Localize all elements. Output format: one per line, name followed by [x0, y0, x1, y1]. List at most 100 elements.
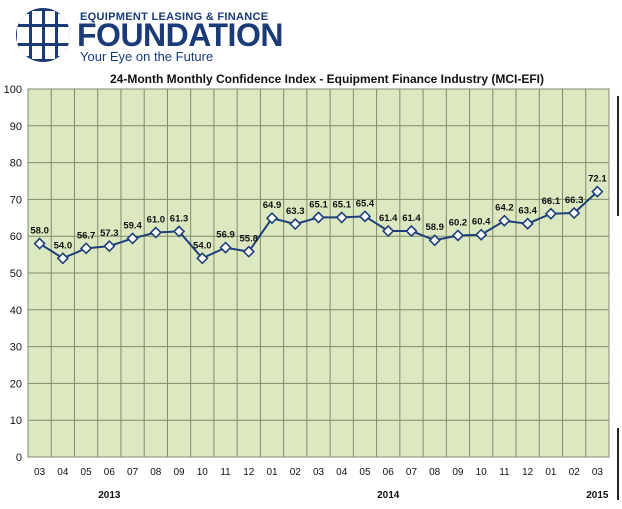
- data-label: 58.0: [30, 226, 49, 237]
- data-label: 64.2: [495, 203, 514, 214]
- data-label: 57.3: [100, 228, 119, 239]
- data-point-marker: [265, 212, 279, 225]
- data-label: 65.1: [332, 199, 351, 210]
- data-label: 59.4: [123, 220, 142, 231]
- data-label: 58.9: [425, 222, 444, 233]
- x-tick-label: 02: [290, 467, 302, 478]
- data-label: 63.3: [286, 206, 305, 217]
- y-tick-label: 20: [10, 378, 22, 390]
- data-label: 54.0: [193, 240, 212, 251]
- x-tick-label: 11: [499, 467, 510, 478]
- data-point-marker: [382, 224, 395, 238]
- x-tick-label: 09: [452, 467, 464, 478]
- x-tick-label: 01: [545, 467, 557, 478]
- data-point-marker: [428, 234, 441, 247]
- logo-tagline: Your Eye on the Future: [80, 49, 214, 64]
- y-tick-label: 0: [16, 452, 22, 464]
- data-label: 61.3: [170, 213, 189, 224]
- y-tick-label: 40: [10, 305, 22, 317]
- data-point-marker: [172, 225, 186, 238]
- data-label: 65.1: [309, 199, 328, 210]
- data-point-marker: [196, 252, 209, 265]
- x-tick-label: 10: [476, 467, 488, 478]
- y-tick-label: 30: [10, 342, 22, 354]
- x-tick-label: 07: [406, 467, 418, 478]
- data-point-marker: [568, 206, 581, 220]
- data-label: 65.4: [356, 198, 375, 209]
- y-tick-label: 80: [10, 158, 22, 170]
- y-axis-ticks: 0 10 20 30 40 50 60 70 80 90 100: [4, 84, 22, 464]
- data-label: 55.8: [240, 234, 259, 245]
- data-label: 60.2: [449, 217, 468, 228]
- year-label: 2014: [377, 490, 400, 501]
- data-label: 66.3: [565, 195, 584, 206]
- logo: EQUIPMENT LEASING & FINANCE FOUNDATION Y…: [14, 4, 284, 66]
- x-tick-label: 03: [592, 467, 604, 478]
- x-tick-label: 05: [359, 467, 371, 478]
- logo-main-text: FOUNDATION: [77, 17, 283, 53]
- data-label: 61.4: [402, 213, 421, 224]
- data-point-marker: [312, 211, 325, 224]
- y-tick-label: 50: [10, 268, 22, 280]
- x-tick-label: 06: [104, 467, 116, 478]
- data-point-marker: [498, 214, 511, 227]
- x-tick-label: 03: [34, 467, 46, 478]
- data-label: 54.0: [54, 240, 73, 251]
- data-point-marker: [475, 228, 488, 241]
- data-label: 56.9: [216, 230, 235, 241]
- data-point-marker: [33, 237, 46, 250]
- logo-top-text: EQUIPMENT LEASING & FINANCE: [80, 11, 269, 23]
- data-point-marker: [358, 210, 372, 223]
- y-tick-label: 70: [10, 194, 22, 206]
- data-point-marker: [405, 224, 418, 238]
- point-labels: 58.0 54.0 56.7 57.3 59.4 61.0 61.3 54.0 56.9 55.8…: [30, 174, 607, 252]
- x-tick-label: 02: [569, 467, 581, 478]
- x-tick-label: 04: [57, 467, 69, 478]
- data-point-marker: [521, 217, 534, 230]
- data-label: 64.9: [263, 200, 282, 211]
- data-point-marker: [79, 242, 93, 255]
- series-markers: [33, 185, 604, 265]
- y-tick-label: 100: [4, 84, 22, 96]
- grid-lines: [27, 88, 610, 458]
- data-point-marker: [126, 232, 139, 245]
- x-tick-label: 01: [266, 467, 278, 478]
- edge-line-bottom: [617, 428, 619, 500]
- year-label: 2015: [586, 490, 609, 501]
- globe-icon: [16, 8, 70, 62]
- chart-title: 24-Month Monthly Confidence Index - Equi…: [110, 72, 544, 86]
- x-tick-label: 06: [383, 467, 395, 478]
- data-point-marker: [149, 226, 162, 239]
- data-point-marker: [591, 185, 604, 198]
- data-point-marker: [242, 245, 255, 258]
- x-tick-label: 08: [150, 467, 162, 478]
- data-label: 61.4: [379, 213, 398, 224]
- data-label: 66.1: [542, 196, 561, 207]
- data-label: 61.0: [147, 215, 166, 226]
- data-point-marker: [219, 241, 232, 254]
- data-point-marker: [544, 207, 558, 220]
- y-tick-label: 60: [10, 231, 22, 243]
- data-point-marker: [451, 229, 465, 242]
- y-tick-label: 10: [10, 415, 22, 427]
- x-tick-label: 11: [220, 467, 231, 478]
- x-tick-label: 08: [429, 467, 441, 478]
- data-point-marker: [56, 252, 69, 265]
- data-label: 63.4: [518, 206, 537, 217]
- edge-line-top: [617, 96, 619, 216]
- data-label: 72.1: [588, 174, 607, 185]
- y-tick-label: 90: [10, 121, 22, 133]
- x-tick-label: 09: [173, 467, 185, 478]
- data-label: 56.7: [77, 230, 96, 241]
- data-label: 60.4: [472, 217, 491, 228]
- x-tick-label: 04: [336, 467, 348, 478]
- data-point-marker: [289, 217, 302, 231]
- year-labels: 2013 2014 2015: [98, 490, 609, 501]
- x-tick-label: 12: [243, 467, 255, 478]
- year-label: 2013: [98, 490, 121, 501]
- x-tick-label: 05: [81, 467, 93, 478]
- x-tick-label: 07: [127, 467, 139, 478]
- x-tick-label: 12: [522, 467, 534, 478]
- x-tick-label: 10: [197, 467, 209, 478]
